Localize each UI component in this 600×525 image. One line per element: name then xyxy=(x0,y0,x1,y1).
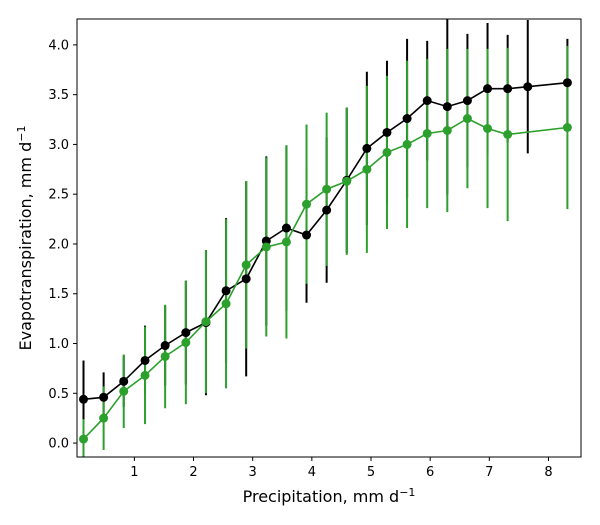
data-point xyxy=(422,128,432,138)
data-point xyxy=(99,413,109,423)
data-point xyxy=(562,123,572,133)
x-tick-label: 2 xyxy=(189,465,197,480)
data-point xyxy=(462,96,472,106)
x-tick-label: 1 xyxy=(130,465,138,480)
y-tick-label: 2.0 xyxy=(48,237,69,252)
x-axis-label: Precipitation, mm d−1 xyxy=(243,486,416,506)
data-point xyxy=(241,274,251,284)
data-point xyxy=(322,205,332,215)
y-tick-label: 1.5 xyxy=(48,287,69,302)
data-point xyxy=(261,242,271,252)
plot-area xyxy=(79,19,572,457)
y-tick-label: 4.0 xyxy=(48,38,69,53)
data-point xyxy=(181,338,191,348)
x-tick-label: 6 xyxy=(426,465,434,480)
data-point xyxy=(422,96,432,106)
data-point xyxy=(562,78,572,88)
data-point xyxy=(140,370,150,380)
y-tick-label: 2.5 xyxy=(48,188,69,203)
data-point xyxy=(523,82,533,92)
data-point xyxy=(302,199,312,209)
data-point xyxy=(140,355,150,365)
data-point xyxy=(442,102,452,112)
y-tick-label: 3.5 xyxy=(48,88,69,103)
data-point xyxy=(382,147,392,157)
series-0 xyxy=(82,19,569,439)
data-point xyxy=(442,125,452,135)
data-point xyxy=(160,351,170,361)
data-point xyxy=(79,434,89,444)
data-point xyxy=(342,176,352,186)
data-point xyxy=(181,328,191,338)
data-point xyxy=(201,317,211,327)
data-point xyxy=(483,84,493,94)
data-point xyxy=(160,341,170,351)
data-point xyxy=(402,139,412,149)
data-point xyxy=(402,114,412,124)
data-point xyxy=(503,84,513,94)
data-point xyxy=(281,237,291,247)
x-tick-label: 5 xyxy=(367,465,375,480)
data-point xyxy=(221,286,231,296)
y-tick-label: 3.0 xyxy=(48,138,69,153)
series-line xyxy=(82,117,568,440)
axis-ticks: 1 2 3 4 5 6 7 8 0.0 0.5 1.0 1.5 2.0 2.5 3.0 3.5 4.0 xyxy=(48,38,552,480)
x-tick-label: 7 xyxy=(485,465,493,480)
y-axis-label: Evapotranspiration, mm d−1 xyxy=(15,126,35,351)
plot-frame xyxy=(76,18,582,458)
y-tick-label: 0.0 xyxy=(48,437,69,452)
data-point xyxy=(322,184,332,194)
data-point xyxy=(79,394,89,404)
x-tick-label: 8 xyxy=(544,465,552,480)
y-tick-label: 1.0 xyxy=(48,337,69,352)
data-point xyxy=(302,230,312,240)
x-tick-label: 3 xyxy=(249,465,257,480)
series-1 xyxy=(82,45,569,457)
data-point xyxy=(362,143,372,153)
data-point xyxy=(382,127,392,137)
data-point xyxy=(241,260,251,270)
data-point xyxy=(99,392,109,402)
data-point xyxy=(483,124,493,133)
data-point xyxy=(503,129,513,139)
series-line-1 xyxy=(79,114,572,444)
data-point xyxy=(119,376,129,386)
x-tick-label: 4 xyxy=(308,465,316,480)
y-tick-label: 0.5 xyxy=(48,387,69,402)
data-point xyxy=(362,164,372,174)
data-point xyxy=(462,114,472,124)
data-point xyxy=(281,223,291,233)
data-point xyxy=(221,299,231,309)
series-line-0 xyxy=(79,78,572,404)
data-point xyxy=(119,386,129,396)
